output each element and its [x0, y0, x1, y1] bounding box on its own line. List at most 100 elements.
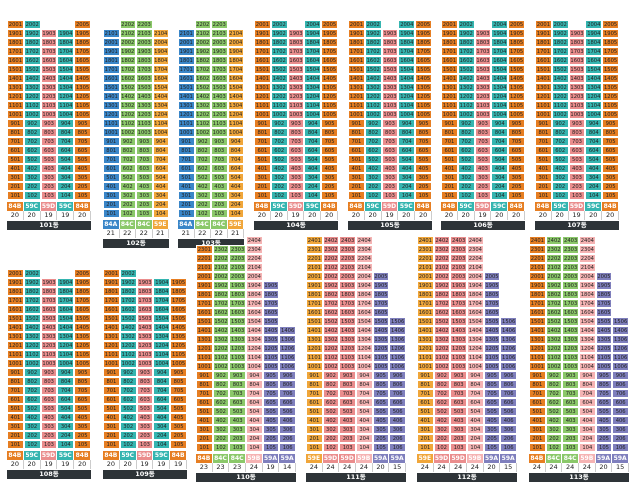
- unit-cell[interactable]: 2003: [229, 272, 246, 281]
- unit-cell[interactable]: 602: [270, 146, 288, 155]
- unit-cell[interactable]: 904: [579, 371, 596, 380]
- unit-cell[interactable]: 904: [304, 119, 322, 128]
- unit-cell[interactable]: 1406: [279, 326, 296, 335]
- unit-cell[interactable]: 1401: [306, 326, 323, 335]
- unit-cell[interactable]: 905: [262, 371, 280, 380]
- unit-cell[interactable]: 1602: [457, 56, 475, 65]
- unit-cell[interactable]: 1201: [535, 92, 552, 101]
- unit-cell[interactable]: 1304: [246, 335, 263, 344]
- unit-cell[interactable]: 1804: [152, 56, 169, 65]
- unit-cell[interactable]: 2004: [356, 272, 373, 281]
- unit-cell[interactable]: 1705: [321, 47, 338, 56]
- unit-cell[interactable]: 105: [415, 191, 432, 200]
- unit-cell[interactable]: 701: [529, 389, 546, 398]
- unit-cell[interactable]: 1905: [74, 278, 91, 287]
- unit-cell[interactable]: 901: [529, 371, 546, 380]
- unit-cell[interactable]: 201: [535, 182, 552, 191]
- unit-cell[interactable]: 1103: [381, 101, 399, 110]
- unit-cell[interactable]: 302: [119, 191, 136, 200]
- unit-cell[interactable]: 502: [23, 155, 41, 164]
- unit-cell[interactable]: 502: [119, 173, 136, 182]
- unit-cell[interactable]: 502: [433, 407, 451, 416]
- unit-cell[interactable]: 905: [602, 119, 619, 128]
- unit-cell[interactable]: 1105: [321, 101, 338, 110]
- unit-cell[interactable]: 703: [136, 155, 153, 164]
- unit-cell[interactable]: 802: [545, 380, 563, 389]
- unit-cell[interactable]: 1502: [551, 65, 569, 74]
- unit-cell[interactable]: 1105: [372, 353, 390, 362]
- unit-cell[interactable]: 2102: [194, 29, 211, 38]
- unit-cell[interactable]: 1704: [57, 296, 75, 305]
- unit-cell[interactable]: 202: [545, 434, 563, 443]
- unit-cell[interactable]: 1506: [389, 317, 406, 326]
- unit-cell[interactable]: 601: [103, 395, 120, 404]
- unit-cell[interactable]: 906: [500, 371, 517, 380]
- unit-cell[interactable]: 1205: [602, 92, 619, 101]
- unit-cell[interactable]: 1202: [23, 341, 41, 350]
- unit-cell[interactable]: 803: [562, 380, 579, 389]
- unit-cell[interactable]: 2301: [417, 245, 434, 254]
- unit-cell[interactable]: 1902: [433, 281, 451, 290]
- unit-cell[interactable]: 1802: [270, 38, 288, 47]
- unit-cell[interactable]: 301: [535, 173, 552, 182]
- unit-cell[interactable]: 504: [585, 155, 603, 164]
- unit-cell[interactable]: 401: [103, 182, 120, 191]
- unit-cell[interactable]: 204: [246, 434, 263, 443]
- unit-cell[interactable]: 902: [270, 119, 288, 128]
- unit-cell[interactable]: 605: [74, 395, 91, 404]
- unit-cell[interactable]: 703: [568, 137, 586, 146]
- unit-cell[interactable]: 1602: [119, 305, 137, 314]
- unit-cell[interactable]: 1404: [356, 326, 373, 335]
- unit-cell[interactable]: 303: [339, 425, 356, 434]
- unit-cell[interactable]: 1905: [483, 281, 501, 290]
- unit-cell[interactable]: 1003: [136, 128, 153, 137]
- unit-cell[interactable]: 402: [364, 164, 382, 173]
- unit-cell[interactable]: 2005: [483, 272, 501, 281]
- unit-cell[interactable]: 1304: [304, 83, 322, 92]
- unit-cell[interactable]: 202: [23, 182, 41, 191]
- unit-cell[interactable]: 1504: [153, 314, 171, 323]
- unit-cell[interactable]: 804: [246, 380, 263, 389]
- unit-cell[interactable]: 1603: [136, 305, 154, 314]
- unit-cell[interactable]: 201: [7, 182, 24, 191]
- unit-cell[interactable]: 304: [304, 173, 322, 182]
- unit-cell[interactable]: 1902: [457, 29, 475, 38]
- unit-cell[interactable]: 1605: [170, 305, 187, 314]
- unit-cell[interactable]: 1403: [40, 74, 58, 83]
- unit-cell[interactable]: 1904: [579, 281, 596, 290]
- unit-cell[interactable]: 1001: [7, 110, 24, 119]
- unit-cell[interactable]: 1605: [595, 308, 613, 317]
- unit-cell[interactable]: 1205: [372, 344, 390, 353]
- unit-cell[interactable]: 1202: [194, 110, 211, 119]
- unit-cell[interactable]: 905: [483, 371, 501, 380]
- unit-cell[interactable]: 403: [136, 413, 154, 422]
- unit-cell[interactable]: 801: [348, 128, 365, 137]
- unit-cell[interactable]: 1301: [535, 83, 552, 92]
- unit-cell[interactable]: 1204: [246, 344, 263, 353]
- unit-cell[interactable]: 1204: [304, 92, 322, 101]
- unit-cell[interactable]: 804: [152, 146, 169, 155]
- unit-cell[interactable]: 1104: [579, 353, 596, 362]
- unit-cell[interactable]: 505: [262, 407, 280, 416]
- unit-cell[interactable]: 106: [612, 443, 629, 452]
- unit-cell[interactable]: 904: [57, 119, 75, 128]
- unit-cell[interactable]: 1502: [23, 314, 41, 323]
- unit-cell[interactable]: 1302: [23, 332, 41, 341]
- unit-cell[interactable]: 1303: [40, 332, 58, 341]
- unit-cell[interactable]: 1201: [254, 92, 271, 101]
- unit-cell[interactable]: 905: [74, 119, 91, 128]
- unit-cell[interactable]: 1701: [103, 296, 120, 305]
- unit-cell[interactable]: 1702: [270, 47, 288, 56]
- unit-cell[interactable]: 1904: [585, 29, 603, 38]
- unit-cell[interactable]: 304: [246, 425, 263, 434]
- unit-cell[interactable]: 304: [153, 422, 171, 431]
- unit-cell[interactable]: 1205: [508, 92, 525, 101]
- unit-cell[interactable]: 2203: [562, 254, 579, 263]
- unit-cell[interactable]: 1904: [491, 29, 509, 38]
- unit-cell[interactable]: 1405: [508, 74, 525, 83]
- unit-cell[interactable]: 305: [372, 425, 390, 434]
- unit-cell[interactable]: 604: [57, 395, 75, 404]
- unit-cell[interactable]: 402: [322, 416, 340, 425]
- unit-cell[interactable]: 302: [23, 173, 41, 182]
- unit-cell[interactable]: 506: [612, 407, 629, 416]
